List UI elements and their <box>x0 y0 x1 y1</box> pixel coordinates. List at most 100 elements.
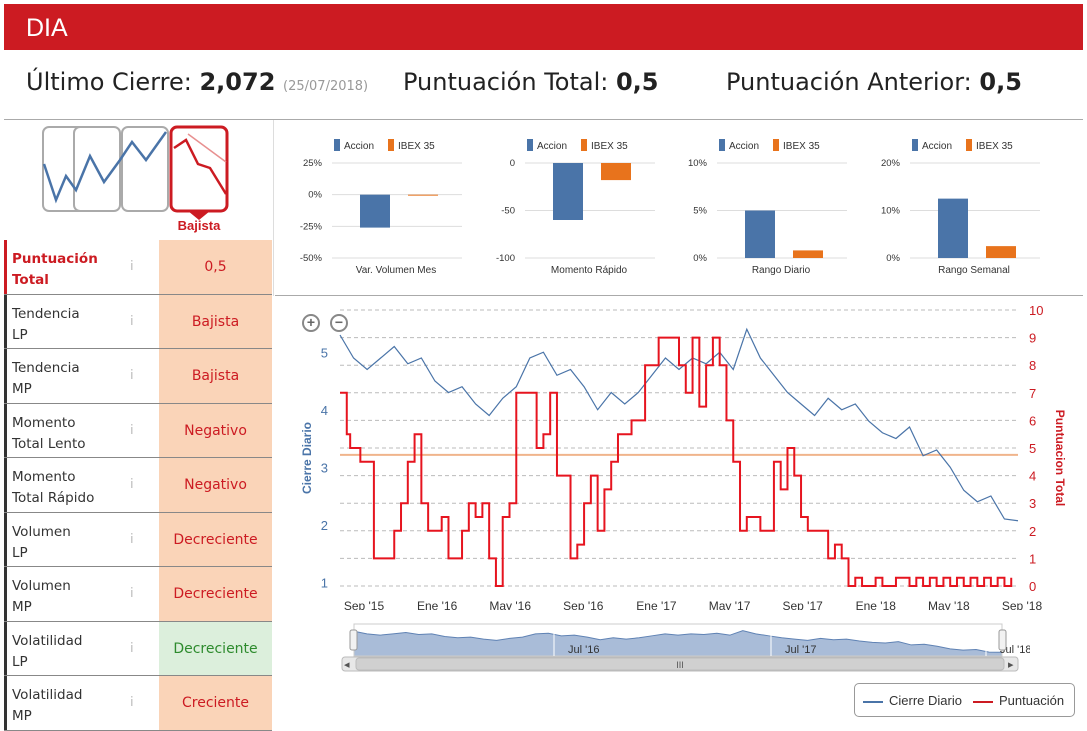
navigator-handle-right <box>998 629 1007 651</box>
tick-label: -50% <box>300 253 323 264</box>
mini-chart-rango-diario: Accion IBEX 35 10% 5% 0% Rango Diario <box>677 130 867 280</box>
chart-title: Var. Volumen Mes <box>356 265 436 276</box>
scroll-right-icon: ▸ <box>1008 659 1014 671</box>
x-tick-label: Sep '18 <box>1002 599 1043 610</box>
y2-tick-label: 3 <box>1029 496 1036 511</box>
legend-cierre[interactable]: Cierre Diario <box>863 693 962 708</box>
y2-tick-label: 6 <box>1029 413 1036 428</box>
score-row: Volatilidad MP ⅰ Creciente <box>4 676 272 731</box>
info-icon[interactable]: ⅰ <box>130 639 134 655</box>
score-name: Tendencia LP <box>4 294 132 348</box>
trend-label: Bajista <box>177 218 221 233</box>
last-close-value: 2,072 <box>199 68 276 96</box>
mini-chart-volumen: Accion IBEX 35 25% 0% -25% -50% Var. Volumen M… <box>292 130 482 280</box>
info-icon[interactable]: ⅰ <box>130 585 134 600</box>
navigator[interactable]: Jul '16 Jul '17 Jul '18 ◂ ▸ III <box>290 620 1030 680</box>
tick-label: 25% <box>303 158 323 169</box>
tick-label: 0% <box>886 253 900 264</box>
score-row: Volumen LP ⅰ Decreciente <box>4 512 272 567</box>
header-bar: DIA <box>4 4 1083 50</box>
tick-label: 20% <box>881 158 901 169</box>
score-row: Tendencia MP ⅰ Bajista <box>4 349 272 404</box>
score-name: Volatilidad MP <box>4 676 132 730</box>
tick-label: -50 <box>501 206 515 217</box>
x-tick-label: Ene '18 <box>856 599 897 610</box>
legend-label-ibex: IBEX 35 <box>783 141 820 152</box>
summary-bar: Último Cierre: 2,072 (25/07/2018) Puntua… <box>26 68 1076 104</box>
total-score: Puntuación Total: 0,5 <box>403 68 659 96</box>
series-puntuacion <box>340 336 1013 587</box>
score-name: Volumen LP <box>4 512 132 566</box>
info-icon[interactable]: ⅰ <box>130 421 134 437</box>
score-row: Tendencia LP ⅰ Bajista <box>4 294 272 349</box>
x-tick-label: May '17 <box>709 599 751 610</box>
legend-swatch-accion <box>912 139 918 151</box>
legend-swatch-ibex <box>388 139 394 151</box>
score-name: Tendencia MP <box>4 349 132 403</box>
divider <box>273 120 274 296</box>
navigator-handle-left <box>349 629 358 651</box>
previous-score: Puntuación Anterior: 0,5 <box>726 68 1022 96</box>
legend-label-accion: Accion <box>537 141 567 152</box>
y2-axis-title: Puntuacion Total <box>1053 410 1067 506</box>
y2-tick-label: 7 <box>1029 386 1036 401</box>
score-value: Negativo <box>159 403 272 457</box>
legend-label-ibex: IBEX 35 <box>591 141 628 152</box>
info-icon[interactable]: ⅰ <box>130 258 134 273</box>
info-icon[interactable]: ⅰ <box>130 312 134 328</box>
scrollbar-thumb <box>355 657 1005 671</box>
bar-ibex <box>408 194 438 196</box>
legend-label-accion: Accion <box>344 141 374 152</box>
y2-tick-label: 10 <box>1029 303 1043 318</box>
x-tick-label: May '16 <box>489 599 531 610</box>
score-row: Volatilidad LP ⅰ Decreciente <box>4 621 272 676</box>
navigator-area <box>353 630 1003 657</box>
legend-swatch-ibex <box>966 139 972 151</box>
scroll-left-icon: ◂ <box>344 659 350 671</box>
info-icon[interactable]: ⅰ <box>130 530 134 546</box>
legend-puntuacion[interactable]: Puntuación <box>973 693 1064 708</box>
chart-title: Rango Diario <box>752 265 811 276</box>
info-icon[interactable]: ⅰ <box>130 476 134 491</box>
legend-label-ibex: IBEX 35 <box>398 141 435 152</box>
score-value: Decreciente <box>159 621 272 675</box>
score-value: Decreciente <box>159 512 272 566</box>
main-chart: 0 1 2 3 4 5 6 7 8 9 10 1 2 3 4 5 Cierre Diario Puntuacion… <box>300 303 1067 610</box>
tick-label: 10% <box>881 206 901 217</box>
total-score-value: 0,5 <box>615 68 659 96</box>
navigator-label: Jul '16 <box>568 644 599 656</box>
scrollbar-grip-icon: III <box>676 660 684 670</box>
tick-label: 0 <box>510 158 515 169</box>
chart-title: Momento Rápido <box>551 265 628 276</box>
y2-tick-label: 9 <box>1029 331 1036 346</box>
info-icon[interactable]: ⅰ <box>130 367 134 382</box>
zoom-out-icon[interactable]: − <box>330 314 348 332</box>
bar-ibex <box>793 250 823 258</box>
score-value: 0,5 <box>159 240 272 294</box>
x-tick-label: Sep '15 <box>344 599 385 610</box>
tick-label: 0% <box>693 253 707 264</box>
navigator-label: Jul '18 <box>1000 644 1030 656</box>
zoom-in-icon[interactable]: + <box>302 314 320 332</box>
tick-label: 5% <box>693 206 707 217</box>
y-tick-label: 1 <box>321 575 328 590</box>
trend-icons <box>42 125 229 220</box>
y-tick-label: 4 <box>321 403 328 418</box>
legend-swatch-accion <box>527 139 533 151</box>
score-value: Bajista <box>159 294 272 348</box>
y-tick-label: 2 <box>321 518 328 533</box>
y2-tick-label: 4 <box>1029 469 1036 484</box>
legend-label-ibex: IBEX 35 <box>976 141 1013 152</box>
score-name: Volatilidad LP <box>4 621 132 675</box>
tick-label: 0% <box>308 190 322 201</box>
y2-tick-label: 5 <box>1029 441 1036 456</box>
navigator-label: Jul '17 <box>785 644 816 656</box>
tick-label: 10% <box>688 158 708 169</box>
y2-tick-label: 8 <box>1029 358 1036 373</box>
legend-swatch-accion <box>334 139 340 151</box>
info-icon[interactable]: ⅰ <box>130 694 134 709</box>
y-tick-label: 3 <box>321 460 328 475</box>
bar-ibex <box>601 163 631 181</box>
score-row: Momento Total Lento ⅰ Negativo <box>4 403 272 458</box>
legend-swatch-ibex <box>581 139 587 151</box>
